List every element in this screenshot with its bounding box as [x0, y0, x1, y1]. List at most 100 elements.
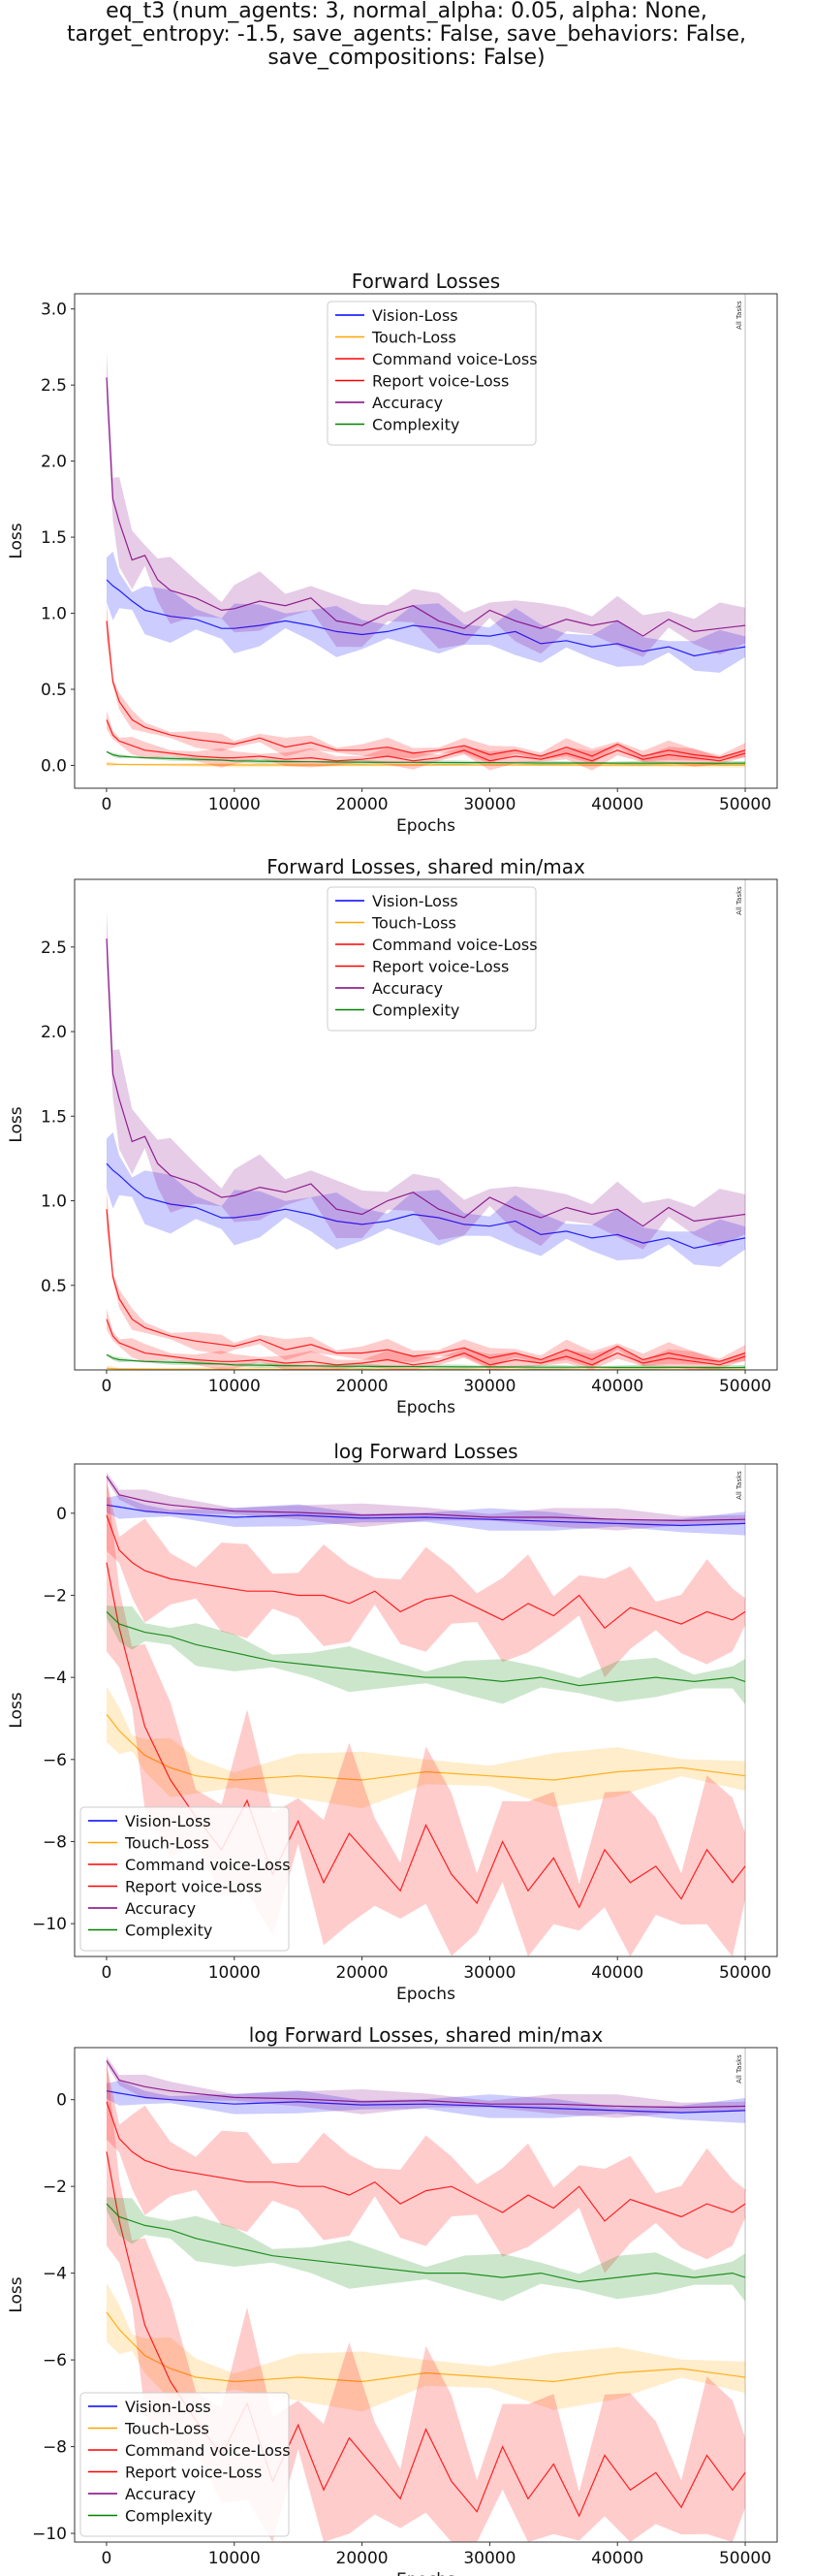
y-tick-label: 0.5 — [41, 1277, 67, 1296]
legend-label-touch: Touch-Loss — [124, 2420, 209, 2438]
series-band-report — [107, 1188, 745, 1369]
y-tick-label: 1.5 — [41, 1107, 67, 1127]
series-line-report — [106, 1209, 746, 1362]
plot-area — [106, 879, 746, 1370]
legend-label-accuracy: Accuracy — [372, 394, 443, 412]
y-tick-label: 2.0 — [41, 453, 67, 472]
legend-label-vision: Vision-Loss — [125, 1812, 211, 1830]
all-tasks-label: All Tasks — [735, 1471, 743, 1500]
x-tick-label: 20000 — [336, 1377, 389, 1396]
y-tick-label: 3.0 — [41, 301, 67, 320]
x-tick-label: 0 — [102, 2549, 112, 2568]
x-tick-label: 30000 — [463, 1377, 516, 1396]
legend-box — [327, 886, 537, 1032]
x-tick-label: 10000 — [208, 1377, 261, 1396]
chart-4: All Tasks 0 10000 20000 30000 40000 50000 −10 −8… — [7, 2023, 778, 2576]
legend-label-complexity: Complexity — [125, 1922, 212, 1940]
y-tick-label: −8 — [43, 1832, 67, 1852]
x-tick-label: 40000 — [591, 1963, 643, 1983]
chart-title: Forward Losses — [352, 270, 500, 293]
legend-label-report: Report voice-Loss — [372, 372, 509, 391]
series-line-vision — [106, 579, 746, 657]
y-tick-label: 0 — [56, 1505, 67, 1524]
x-tick-label: 20000 — [336, 1963, 389, 1983]
series-line-report — [106, 1514, 746, 1630]
legend-label-report: Report voice-Loss — [125, 2464, 262, 2482]
plot-area — [106, 294, 746, 788]
y-tick-label: −10 — [32, 1915, 67, 1934]
series-line-accuracy — [106, 938, 746, 1227]
series-band-accuracy — [107, 2056, 745, 2118]
y-tick-label: −8 — [43, 2438, 67, 2458]
series-band-vision — [107, 2081, 745, 2123]
figure-suptitle: eq_t3 (num_agents: 3, normal_alpha: 0.05… — [0, 0, 813, 70]
x-tick-label: 20000 — [336, 795, 389, 814]
x-tick-label: 50000 — [719, 1963, 771, 1983]
all-tasks-label: All Tasks — [735, 886, 743, 915]
series-band-report — [107, 2064, 745, 2274]
series-band-accuracy — [107, 909, 745, 1250]
y-tick-label: 2.5 — [41, 376, 67, 396]
series-band-complexity — [107, 1353, 745, 1370]
series-line-vision — [106, 2090, 746, 2114]
x-axis-label: Epochs — [396, 2570, 455, 2576]
legend-label-accuracy: Accuracy — [125, 2485, 196, 2503]
chart-title: log Forward Losses — [333, 1440, 517, 1463]
y-tick-label: −4 — [43, 1669, 67, 1688]
series-line-complexity — [106, 1353, 746, 1369]
series-line-touch — [106, 763, 745, 766]
series-line-touch — [106, 1713, 746, 1781]
legend-label-complexity: Complexity — [372, 416, 459, 434]
legend-label-command: Command voice-Loss — [372, 936, 538, 954]
x-tick-label: 30000 — [463, 795, 516, 814]
series-line-complexity — [106, 750, 746, 764]
legend-label-vision: Vision-Loss — [372, 892, 458, 910]
series-band-complexity — [107, 2197, 745, 2302]
legend-label-command: Command voice-Loss — [372, 350, 538, 368]
legend-label-vision: Vision-Loss — [372, 306, 458, 325]
series-line-touch — [106, 2311, 746, 2383]
y-tick-label: −2 — [43, 1586, 67, 1606]
chart-title: Forward Losses, shared min/max — [266, 855, 585, 878]
x-tick-label: 30000 — [463, 1963, 516, 1983]
y-tick-label: −6 — [43, 2351, 67, 2370]
x-tick-label: 10000 — [208, 1963, 261, 1983]
series-band-complexity — [107, 1606, 745, 1704]
y-tick-label: 2.5 — [41, 938, 67, 958]
legend: Vision-Loss Touch-Loss Command voice-Loss R… — [79, 1806, 291, 1952]
x-tick-label: 40000 — [591, 1377, 643, 1396]
x-tick-label: 50000 — [719, 2549, 771, 2568]
series-line-vision — [106, 1504, 746, 1527]
x-tick-label: 40000 — [591, 795, 643, 814]
x-tick-label: 40000 — [591, 2549, 643, 2568]
legend-label-touch: Touch-Loss — [371, 914, 456, 933]
y-tick-label: −2 — [43, 2178, 67, 2197]
series-line-accuracy — [106, 2060, 746, 2109]
legend-label-touch: Touch-Loss — [124, 1834, 209, 1853]
suptitle-line-2: target_entropy: -1.5, save_agents: False… — [67, 22, 746, 47]
x-tick-label: 20000 — [336, 2549, 389, 2568]
series-line-command — [106, 719, 746, 762]
legend-box — [327, 301, 537, 446]
series-band-accuracy — [107, 1472, 745, 1531]
axes-frame — [74, 293, 778, 789]
y-axis-label: Loss — [7, 1106, 26, 1142]
x-axis-label: Epochs — [396, 1398, 455, 1417]
y-axis-label: Loss — [7, 2276, 26, 2312]
y-tick-label: 0 — [56, 2091, 67, 2111]
series-band-report — [107, 602, 745, 764]
x-axis-label: Epochs — [396, 1985, 455, 2004]
x-tick-label: 30000 — [463, 2549, 516, 2568]
x-axis-label: Epochs — [396, 816, 455, 836]
y-axis-label: Loss — [7, 1692, 26, 1728]
y-tick-label: 1.0 — [41, 605, 67, 624]
x-tick-label: 10000 — [208, 795, 261, 814]
series-band-vision — [107, 1131, 745, 1267]
legend-label-report: Report voice-Loss — [372, 958, 509, 976]
y-tick-label: −4 — [43, 2265, 67, 2284]
series-line-command — [106, 1319, 746, 1366]
legend-label-accuracy: Accuracy — [125, 1899, 196, 1918]
legend-label-vision: Vision-Loss — [125, 2398, 211, 2416]
series-line-vision — [106, 1162, 746, 1250]
